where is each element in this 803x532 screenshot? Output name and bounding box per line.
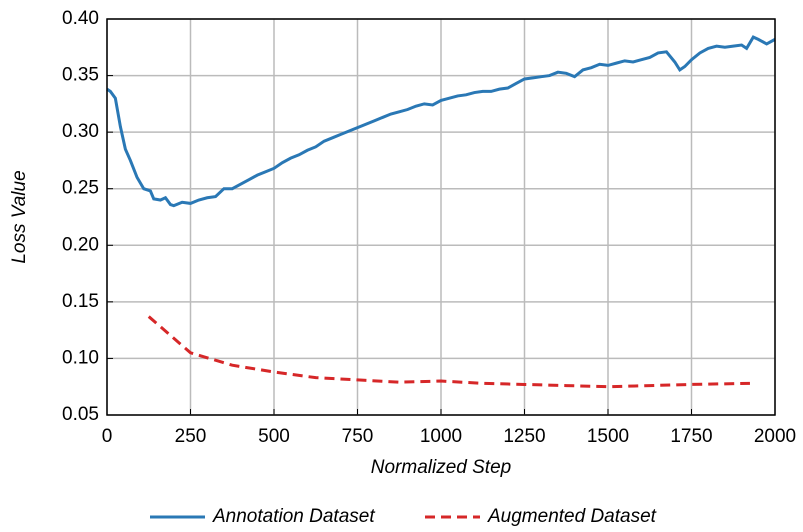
legend-label: Annotation Dataset	[212, 506, 375, 527]
x-tick-label: 750	[342, 426, 374, 447]
legend-label: Augmented Dataset	[487, 506, 657, 527]
y-axis-label: Loss Value	[9, 170, 30, 263]
x-tick-label: 0	[102, 426, 113, 447]
y-tick-label: 0.30	[62, 121, 99, 142]
y-tick-label: 0.25	[62, 178, 99, 199]
y-tick-label: 0.35	[62, 65, 99, 86]
y-tick-label: 0.10	[62, 347, 99, 368]
x-tick-label: 500	[258, 426, 290, 447]
x-tick-label: 1500	[587, 426, 629, 447]
y-tick-label: 0.15	[62, 291, 99, 312]
y-tick-label: 0.20	[62, 234, 99, 255]
data-line	[106, 35, 776, 208]
x-tick-label: 1250	[503, 426, 545, 447]
y-tick-label: 0.05	[62, 404, 99, 425]
x-tick-label: 250	[175, 426, 207, 447]
y-tick-label: 0.40	[62, 8, 99, 29]
x-tick-label: 2000	[754, 426, 796, 447]
x-tick-label: 1000	[420, 426, 462, 447]
data-line	[147, 315, 750, 389]
x-tick-label: 1750	[670, 426, 712, 447]
plot-frame	[106, 18, 776, 416]
x-axis-label: Normalized Step	[371, 457, 511, 478]
